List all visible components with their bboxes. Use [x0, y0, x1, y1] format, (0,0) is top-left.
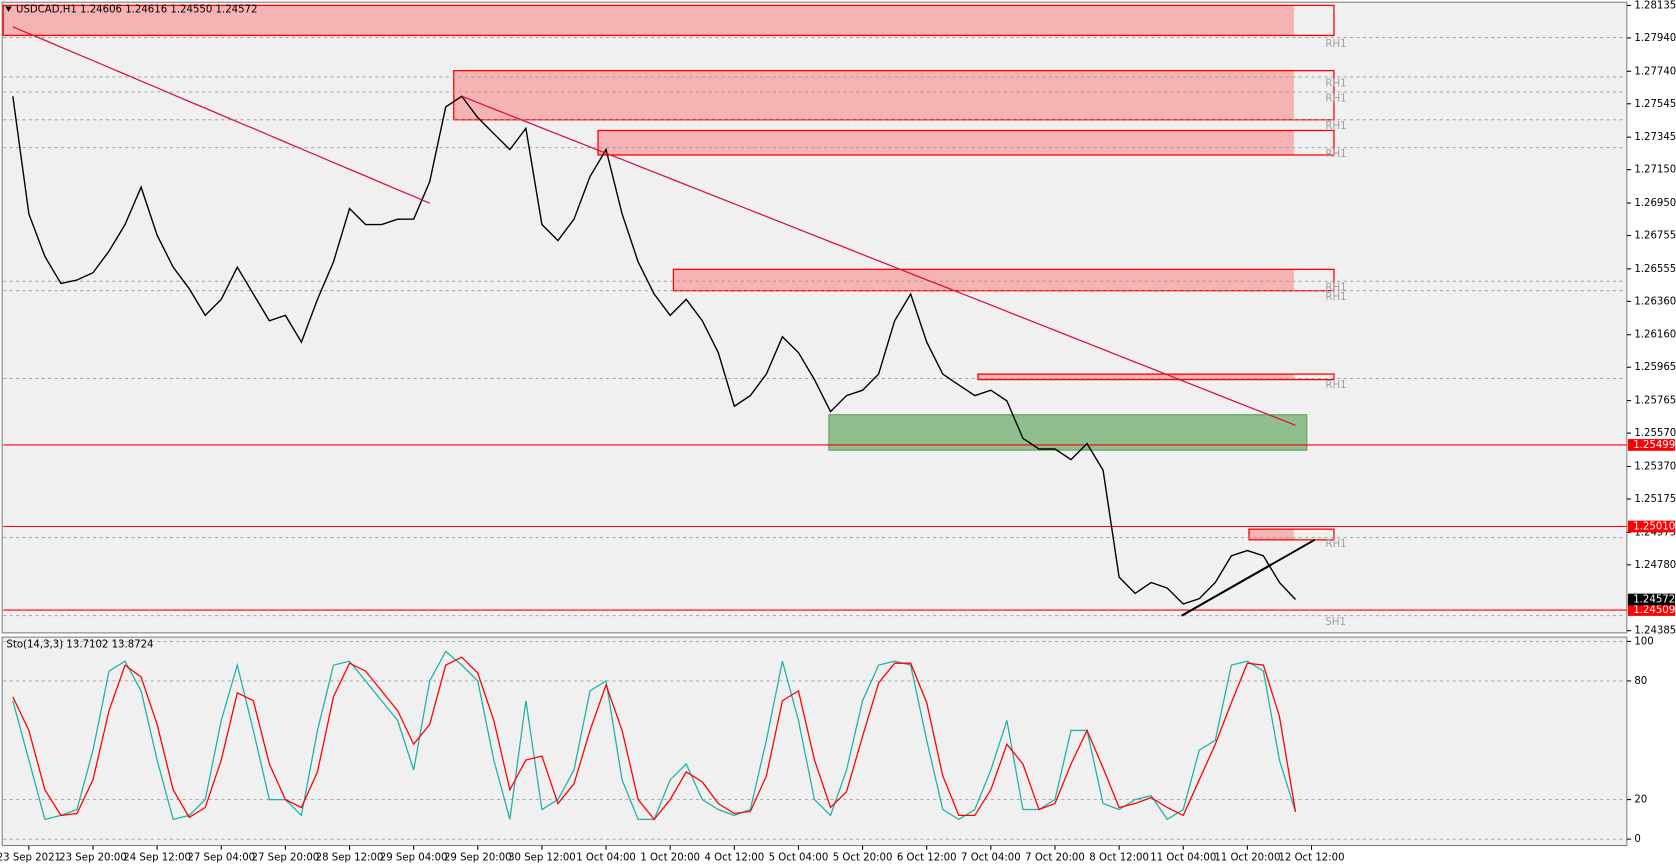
y-tick-label: 20	[1634, 795, 1647, 806]
x-tick-label: 24 Sep 12:00	[123, 852, 191, 863]
y-tick-label: 1.26160	[1634, 330, 1676, 341]
x-tick-label: 27 Sep 20:00	[252, 852, 320, 863]
chart-title: USDCAD,H1 1.24606 1.24616 1.24550 1.2457…	[16, 5, 257, 16]
y-tick-label: 0	[1634, 834, 1640, 845]
x-tick-label: 1 Oct 04:00	[576, 852, 636, 863]
y-tick-label: 1.25370	[1634, 461, 1676, 472]
y-tick-label: 1.25570	[1634, 428, 1676, 439]
y-tick-label: 1.27150	[1634, 165, 1676, 176]
x-tick-label: 29 Sep 04:00	[380, 852, 448, 863]
zone	[673, 269, 1294, 291]
zone	[978, 374, 1294, 380]
x-tick-label: 1 Oct 20:00	[640, 852, 700, 863]
x-tick-label: 29 Sep 20:00	[444, 852, 512, 863]
zone-outline	[597, 129, 1335, 156]
y-tick-label: 1.26360	[1634, 296, 1676, 307]
y-tick-label: 1.24385	[1634, 626, 1676, 637]
level-label: RH1	[1325, 39, 1346, 50]
level-label: RH1	[1325, 283, 1346, 294]
x-tick-label: 8 Oct 12:00	[1089, 852, 1149, 863]
level-label: RH1	[1325, 93, 1346, 104]
series-line	[12, 656, 1297, 821]
level-label: RH1	[1325, 292, 1346, 303]
x-tick-label: 12 Oct 12:00	[1278, 852, 1344, 863]
zone	[453, 70, 1294, 120]
x-tick-label: 4 Oct 12:00	[704, 852, 764, 863]
x-tick-label: 11 Oct 20:00	[1214, 852, 1280, 863]
zone-outline	[977, 373, 1335, 381]
y-tick-label: 1.27940	[1634, 33, 1676, 44]
y-tick-label: 1.25765	[1634, 396, 1676, 407]
zone	[598, 130, 1294, 155]
x-tick-label: 23 Sep 2021	[0, 852, 61, 863]
zone-outline	[1248, 528, 1335, 541]
x-tick-label: 5 Oct 20:00	[833, 852, 893, 863]
series-line	[12, 95, 1296, 605]
level-label: RH1	[1325, 380, 1346, 391]
level-label: RH1	[1325, 78, 1346, 89]
x-tick-label: 5 Oct 04:00	[769, 852, 829, 863]
trendline	[1181, 563, 1272, 617]
price-tag	[1627, 593, 1675, 606]
price-tag	[1627, 439, 1675, 451]
price-tag-label: 1.25010	[1633, 521, 1675, 532]
y-tick-label: 1.26950	[1634, 198, 1676, 209]
x-tick-label: 27 Sep 04:00	[187, 852, 255, 863]
y-tick-label: 1.24975	[1634, 527, 1676, 538]
price-tag-label: 1.25499	[1633, 440, 1675, 451]
y-tick-label: 1.28135	[1634, 0, 1676, 11]
oscillator-panel	[1, 636, 1628, 847]
price-tag-label: 1.24572	[1633, 595, 1675, 606]
zone	[828, 414, 1307, 451]
price-tag-label: 1.24509	[1633, 605, 1675, 616]
zone-outline	[453, 69, 1335, 121]
level-label: RH1	[1325, 539, 1346, 550]
x-tick-label: 23 Sep 20:00	[59, 852, 127, 863]
y-tick-label: 1.27345	[1634, 132, 1676, 143]
y-tick-label: 1.26755	[1634, 231, 1676, 242]
x-tick-label: 7 Oct 04:00	[961, 852, 1021, 863]
y-tick-label: 1.24780	[1634, 560, 1676, 571]
x-tick-label: 30 Sep 12:00	[508, 852, 576, 863]
y-tick-label: 100	[1634, 636, 1653, 647]
menu-icon	[5, 6, 12, 12]
zone	[3, 5, 1294, 36]
zone	[1248, 529, 1294, 540]
oscillator-title: Sto(14,3,3) 13.7102 13.8724	[6, 640, 153, 651]
y-tick-label: 80	[1634, 676, 1647, 687]
level-label: RH1	[1325, 121, 1346, 132]
x-tick-label: 7 Oct 20:00	[1025, 852, 1085, 863]
y-tick-label: 1.26555	[1634, 264, 1676, 275]
series-line	[12, 26, 1296, 426]
price-tag	[1627, 520, 1675, 533]
level-label: SH1	[1325, 617, 1346, 628]
x-tick-label: 11 Oct 04:00	[1150, 852, 1216, 863]
price-tag	[1627, 604, 1675, 616]
level-label: RH1	[1325, 149, 1346, 160]
zone-outline	[828, 414, 1308, 451]
zone-outline	[2, 4, 1335, 37]
y-tick-label: 1.25965	[1634, 362, 1676, 373]
y-tick-label: 1.27740	[1634, 66, 1676, 77]
x-tick-label: 6 Oct 12:00	[897, 852, 957, 863]
y-tick-label: 1.25175	[1634, 494, 1676, 505]
x-tick-label: 28 Sep 12:00	[316, 852, 384, 863]
y-tick-label: 1.27545	[1634, 99, 1676, 110]
